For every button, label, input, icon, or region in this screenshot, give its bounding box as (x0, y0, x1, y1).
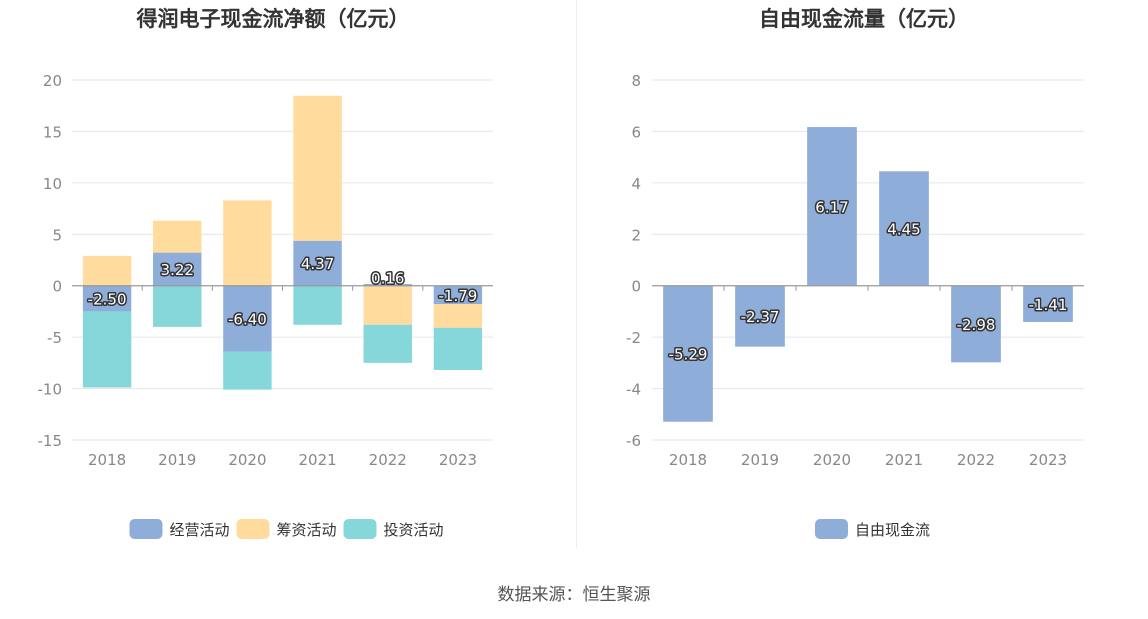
bar-investing-2018 (82, 311, 132, 388)
y-tick-label: -10 (38, 381, 63, 399)
x-tick-label: 2018 (88, 451, 126, 469)
data-label: 4.45 (887, 221, 920, 239)
y-tick-label: 0 (52, 278, 62, 296)
y-tick-label: -15 (38, 432, 63, 450)
chart-title: 自由现金流量（亿元） (759, 7, 969, 31)
legend-swatch-fcf (815, 519, 848, 539)
bar-investing-2022 (363, 324, 412, 363)
bar-investing-2021 (293, 285, 342, 325)
x-tick-label: 2022 (957, 451, 995, 469)
x-tick-label: 2021 (885, 451, 923, 469)
data-label: -2.37 (741, 308, 780, 326)
y-tick-label: 2 (631, 226, 641, 244)
data-label: 3.22 (161, 261, 194, 279)
bar-financing-2021 (293, 95, 342, 241)
x-tick-label: 2020 (813, 451, 851, 469)
bar-operating-2021 (293, 240, 342, 286)
bar-investing-2023 (433, 327, 483, 370)
data-label: 6.17 (815, 198, 848, 216)
data-label: -1.41 (1029, 296, 1068, 314)
bar-fcf-2018 (663, 285, 713, 422)
y-tick-label: 20 (43, 72, 62, 90)
bar-investing-2019 (153, 285, 202, 327)
panel-divider (576, 0, 577, 548)
y-tick-label: 10 (43, 175, 62, 193)
x-tick-label: 2023 (439, 451, 477, 469)
data-label: -2.98 (957, 316, 996, 334)
y-tick-label: -5 (47, 329, 62, 347)
data-source: 数据来源：恒生聚源 (497, 585, 651, 605)
y-tick-label: -4 (626, 381, 641, 399)
bar-financing-2020 (223, 200, 272, 286)
data-label: -2.50 (88, 291, 127, 309)
bar-operating-2023 (433, 285, 483, 305)
legend-label-financing: 筹资活动 (277, 521, 337, 539)
x-tick-label: 2023 (1029, 451, 1067, 469)
legend-swatch-financing (236, 519, 270, 539)
data-label: -6.40 (228, 311, 267, 329)
x-tick-label: 2019 (158, 451, 196, 469)
bar-fcf-2019 (735, 285, 785, 347)
bar-fcf-2020 (807, 127, 857, 286)
chart-title: 得润电子现金流净额（亿元） (136, 7, 410, 31)
x-tick-label: 2020 (228, 451, 266, 469)
y-tick-label: 0 (631, 278, 641, 296)
data-label: -1.79 (439, 287, 478, 305)
bar-operating-2019 (153, 252, 202, 286)
legend-swatch-investing (343, 519, 377, 539)
y-tick-label: 6 (631, 123, 641, 141)
y-tick-label: 5 (52, 226, 62, 244)
bar-operating-2022 (363, 284, 412, 286)
bar-fcf-2023 (1023, 285, 1073, 322)
x-tick-label: 2022 (369, 451, 407, 469)
legend-label-investing: 投资活动 (384, 521, 444, 539)
bar-operating-2018 (82, 285, 132, 312)
y-tick-label: 15 (43, 123, 62, 141)
legend-label-operating: 经营活动 (170, 521, 230, 539)
y-tick-label: -2 (626, 329, 641, 347)
bar-investing-2020 (223, 351, 272, 390)
bar-financing-2019 (153, 220, 202, 253)
x-tick-label: 2021 (298, 451, 336, 469)
bar-financing-2022 (363, 285, 412, 325)
bar-fcf-2021 (879, 171, 929, 286)
bar-financing-2018 (82, 255, 132, 286)
y-tick-label: -6 (626, 432, 641, 450)
data-label: 4.37 (301, 255, 334, 273)
bar-financing-2023 (433, 304, 483, 328)
x-tick-label: 2019 (741, 451, 779, 469)
y-tick-label: 4 (631, 175, 641, 193)
legend-swatch-operating (129, 519, 163, 539)
x-tick-label: 2018 (669, 451, 707, 469)
bar-fcf-2022 (951, 285, 1001, 363)
bar-operating-2020 (223, 285, 272, 352)
legend-label-fcf: 自由现金流 (855, 521, 930, 539)
y-tick-label: 8 (631, 72, 641, 90)
data-label: -5.29 (669, 346, 708, 364)
data-label: 0.16 (371, 270, 404, 288)
